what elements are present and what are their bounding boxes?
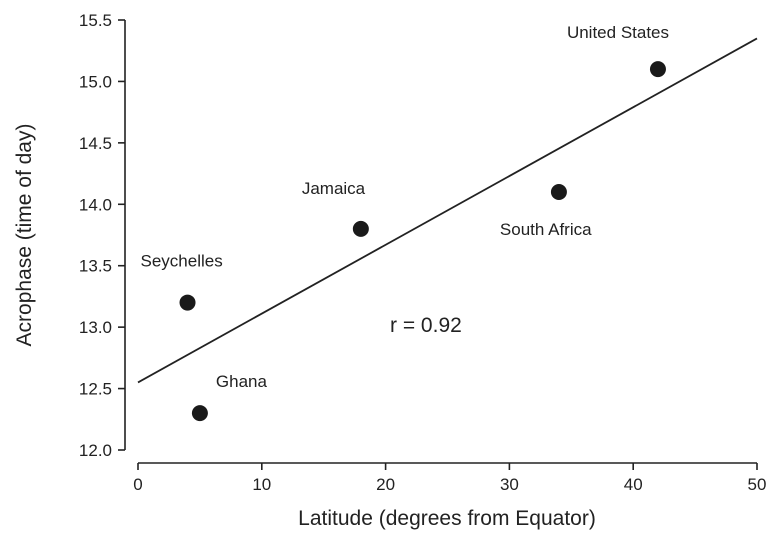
point-label: South Africa	[500, 220, 592, 239]
point-label: Jamaica	[302, 179, 366, 198]
x-tick-label: 30	[500, 475, 519, 494]
y-tick-label: 14.0	[79, 195, 112, 214]
point-label: Ghana	[216, 372, 268, 391]
y-tick-label: 12.5	[79, 380, 112, 399]
point-label: Seychelles	[141, 252, 223, 271]
data-point	[352, 220, 369, 237]
y-tick-label: 13.5	[79, 257, 112, 276]
y-tick-label: 15.0	[79, 72, 112, 91]
data-points: Seychelles Ghana Jamaica South Africa United…	[141, 23, 669, 422]
data-point	[649, 61, 666, 78]
x-axis-title: Latitude (degrees from Equator)	[298, 507, 596, 530]
x-tick-label: 20	[376, 475, 395, 494]
data-point	[179, 294, 196, 311]
data-point	[191, 405, 208, 422]
correlation-annotation: r = 0.92	[390, 314, 462, 337]
y-tick-label: 13.0	[79, 318, 112, 337]
x-tick-label: 50	[748, 475, 767, 494]
x-axis-ticks: 0 10 20 30 40 50	[133, 463, 766, 494]
y-tick-label: 15.5	[79, 11, 112, 30]
y-tick-label: 12.0	[79, 441, 112, 460]
y-tick-label: 14.5	[79, 134, 112, 153]
regression-line	[137, 37, 758, 384]
point-label: United States	[567, 23, 669, 42]
y-axis-ticks: 12.0 12.5 13.0 13.5 14.0 14.5 15.0 15.5	[79, 11, 125, 460]
data-point	[550, 184, 567, 200]
y-axis-title: Acrophase (time of day)	[13, 124, 36, 347]
x-tick-label: 0	[133, 475, 142, 494]
x-tick-label: 10	[252, 475, 271, 494]
x-tick-label: 40	[624, 475, 643, 494]
